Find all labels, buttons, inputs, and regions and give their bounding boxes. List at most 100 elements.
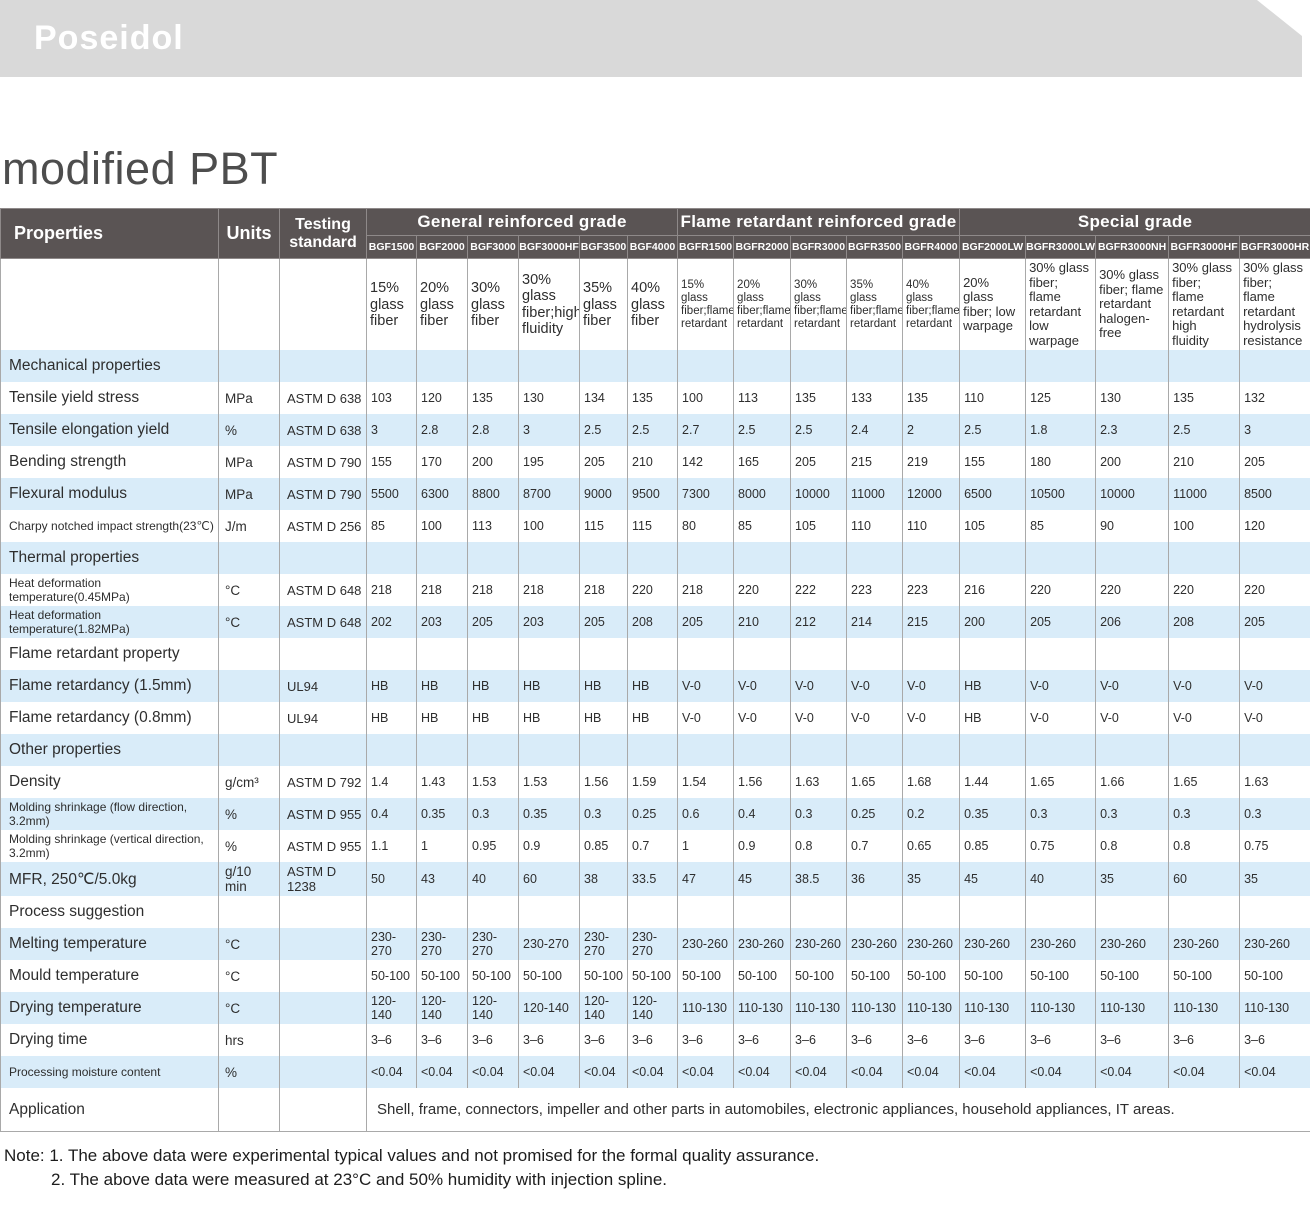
value-cell: 3–6 bbox=[902, 1024, 961, 1057]
empty-cell bbox=[279, 258, 367, 351]
value-cell: 11000 bbox=[1168, 478, 1241, 511]
value-cell: 165 bbox=[733, 446, 792, 479]
empty-cell bbox=[518, 542, 580, 575]
grade-description: 20% glass fiber; low warpage bbox=[959, 258, 1027, 351]
grade-description: 30% glass fiber; flame retardant high fl… bbox=[1168, 258, 1241, 351]
value-cell: 50-100 bbox=[1168, 960, 1241, 993]
value-cell: 50 bbox=[366, 862, 417, 897]
value-cell: 47 bbox=[677, 862, 735, 897]
grade-header: BGF2000 bbox=[416, 235, 468, 259]
grade-description: 35% glass fiber;flame retardant bbox=[846, 258, 904, 351]
unit-cell: % bbox=[218, 1056, 280, 1089]
table-row: Drying temperature °C 120-140 120-140 120-14… bbox=[0, 992, 1310, 1025]
table-row: Process suggestion bbox=[0, 896, 1310, 929]
empty-cell bbox=[416, 542, 468, 575]
unit-cell: MPa bbox=[218, 478, 280, 511]
value-cell: 0.8 bbox=[1095, 830, 1170, 863]
value-cell: <0.04 bbox=[1168, 1056, 1241, 1089]
value-cell: 0.3 bbox=[579, 798, 628, 831]
value-cell: 1.54 bbox=[677, 766, 735, 799]
value-cell: 205 bbox=[467, 606, 519, 639]
value-cell: 3–6 bbox=[1095, 1024, 1170, 1057]
table-row: Bending strength MPa ASTM D 790 155 170 200 19… bbox=[0, 446, 1310, 479]
value-cell: 0.25 bbox=[626, 798, 679, 831]
value-cell: 134 bbox=[579, 382, 628, 415]
property-label: Mould temperature bbox=[0, 960, 219, 993]
value-cell: HB bbox=[579, 670, 628, 703]
value-cell: 110 bbox=[959, 382, 1027, 415]
empty-cell bbox=[366, 638, 417, 671]
empty-cell bbox=[518, 896, 580, 929]
empty-cell bbox=[959, 896, 1027, 929]
empty-cell bbox=[959, 542, 1027, 575]
value-cell: <0.04 bbox=[846, 1056, 904, 1089]
value-cell: 0.8 bbox=[790, 830, 848, 863]
value-cell: 218 bbox=[518, 574, 580, 607]
unit-cell: °C bbox=[218, 992, 280, 1025]
value-cell: 208 bbox=[1168, 606, 1241, 639]
unit-cell: g/10 min bbox=[218, 862, 280, 897]
value-cell: HB bbox=[959, 670, 1027, 703]
empty-cell bbox=[518, 638, 580, 671]
value-cell: 1 bbox=[677, 830, 735, 863]
empty-cell bbox=[218, 1088, 280, 1132]
value-cell: 3–6 bbox=[846, 1024, 904, 1057]
value-cell: 50-100 bbox=[959, 960, 1027, 993]
value-cell: 219 bbox=[902, 446, 961, 479]
standard-cell: ASTM D 648 bbox=[279, 574, 367, 607]
value-cell: 100 bbox=[416, 510, 468, 543]
value-cell: 50-100 bbox=[579, 960, 628, 993]
empty-cell bbox=[279, 1088, 367, 1132]
empty-cell bbox=[218, 734, 280, 767]
value-cell: 1.66 bbox=[1095, 766, 1170, 799]
empty-cell bbox=[1095, 734, 1170, 767]
standard-cell: ASTM D 790 bbox=[279, 446, 367, 479]
value-cell: 110 bbox=[846, 510, 904, 543]
value-cell: 50-100 bbox=[416, 960, 468, 993]
value-cell: 3–6 bbox=[959, 1024, 1027, 1057]
value-cell: 10000 bbox=[790, 478, 848, 511]
value-cell: 8700 bbox=[518, 478, 580, 511]
empty-cell bbox=[677, 350, 735, 383]
value-cell: 105 bbox=[790, 510, 848, 543]
value-cell: V-0 bbox=[902, 702, 961, 735]
value-cell: 50-100 bbox=[1095, 960, 1170, 993]
empty-cell bbox=[1239, 734, 1310, 767]
value-cell: 35 bbox=[902, 862, 961, 897]
empty-cell bbox=[579, 350, 628, 383]
value-cell: 230-260 bbox=[1095, 928, 1170, 961]
unit-cell: °C bbox=[218, 960, 280, 993]
value-cell: 50-100 bbox=[366, 960, 417, 993]
value-cell: 1 bbox=[416, 830, 468, 863]
value-cell: 120-140 bbox=[416, 992, 468, 1025]
empty-cell bbox=[902, 638, 961, 671]
value-cell: V-0 bbox=[1095, 670, 1170, 703]
value-cell: V-0 bbox=[1025, 702, 1097, 735]
value-cell: 3–6 bbox=[416, 1024, 468, 1057]
empty-cell bbox=[467, 638, 519, 671]
value-cell: 218 bbox=[579, 574, 628, 607]
standard-cell bbox=[279, 992, 367, 1025]
empty-cell bbox=[626, 350, 679, 383]
empty-cell bbox=[1239, 896, 1310, 929]
standard-cell: ASTM D 955 bbox=[279, 830, 367, 863]
value-cell: 230-260 bbox=[1239, 928, 1310, 961]
empty-cell bbox=[0, 258, 219, 351]
value-cell: 2.8 bbox=[416, 414, 468, 447]
value-cell: V-0 bbox=[677, 702, 735, 735]
value-cell: 223 bbox=[846, 574, 904, 607]
value-cell: 38.5 bbox=[790, 862, 848, 897]
value-cell: 10000 bbox=[1095, 478, 1170, 511]
value-cell: 0.9 bbox=[518, 830, 580, 863]
value-cell: 60 bbox=[518, 862, 580, 897]
standard-cell: ASTM D 648 bbox=[279, 606, 367, 639]
value-cell: 113 bbox=[733, 382, 792, 415]
value-cell: <0.04 bbox=[790, 1056, 848, 1089]
property-label: Heat deformation temperature(1.82MPa) bbox=[0, 606, 219, 639]
value-cell: 0.8 bbox=[1168, 830, 1241, 863]
value-cell: 1.59 bbox=[626, 766, 679, 799]
value-cell: 50-100 bbox=[677, 960, 735, 993]
value-cell: 115 bbox=[579, 510, 628, 543]
value-cell: 210 bbox=[1168, 446, 1241, 479]
table-row: MFR, 250℃/5.0kg g/10 min ASTM D 1238 50 43 40… bbox=[0, 862, 1310, 897]
